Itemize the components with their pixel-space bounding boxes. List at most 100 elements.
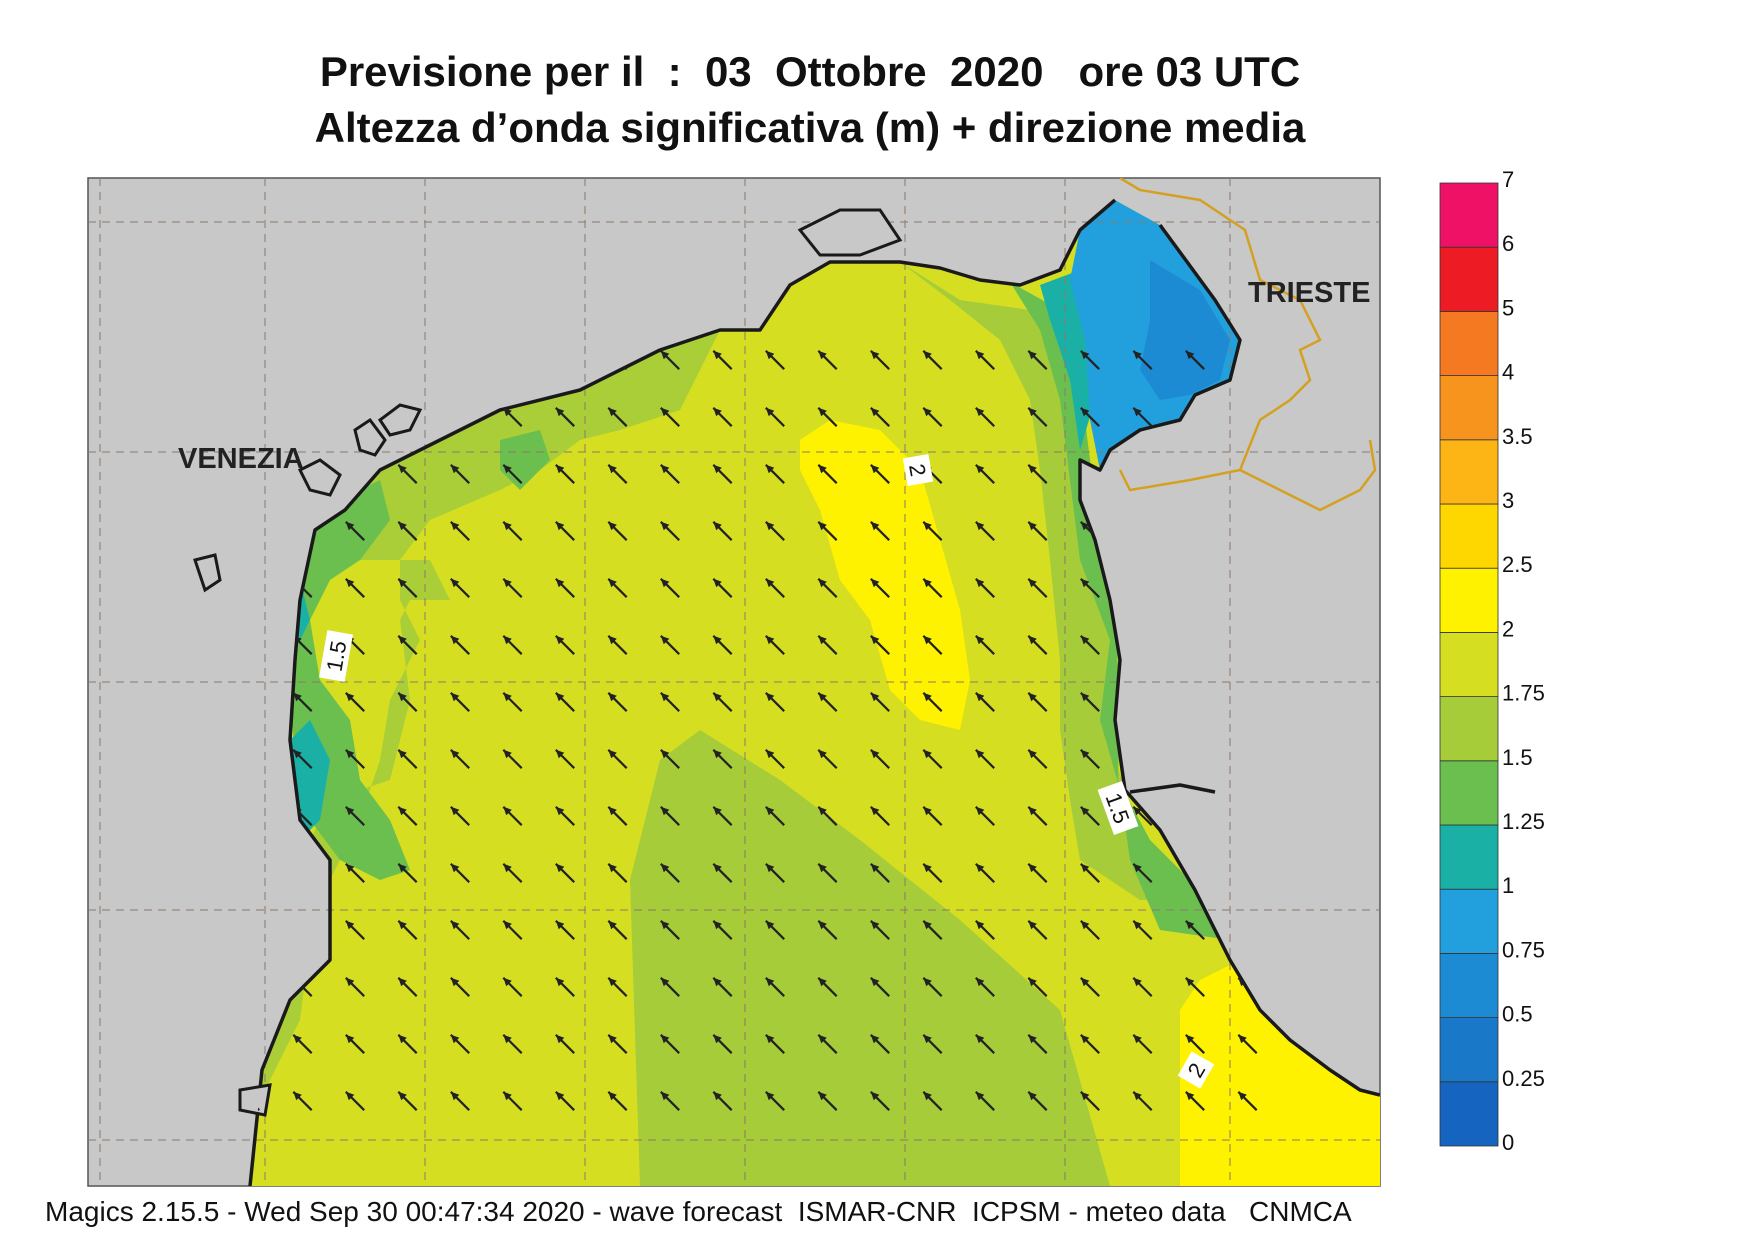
wave-direction-arrow xyxy=(397,1091,418,1111)
wave-direction-arrow xyxy=(870,692,890,712)
wave-direction-arrow xyxy=(397,692,418,712)
wave-direction-arrow xyxy=(765,578,785,598)
wave-direction-arrow xyxy=(660,749,680,769)
sea-field xyxy=(250,200,1380,1186)
wave-direction-arrow xyxy=(450,521,470,541)
legend-swatch xyxy=(1439,246,1499,312)
wave-direction-arrow xyxy=(1027,521,1048,541)
wave-direction-arrow xyxy=(660,692,680,712)
wave-direction-arrow xyxy=(712,806,733,826)
wave-direction-arrow xyxy=(975,1034,995,1054)
wave-direction-arrow xyxy=(1185,977,1205,997)
wave-direction-arrow xyxy=(660,635,680,655)
wave-direction-arrow xyxy=(975,521,995,541)
legend-tick-label: 0.5 xyxy=(1502,1002,1533,1027)
wave-direction-arrow xyxy=(922,806,943,826)
wave-direction-arrow xyxy=(555,1091,575,1111)
wave-direction-arrow xyxy=(975,806,995,826)
wave-direction-arrow xyxy=(1080,1034,1100,1054)
wave-direction-arrow xyxy=(765,635,785,655)
legend-swatch xyxy=(1439,632,1499,698)
wave-direction-arrow xyxy=(817,635,838,655)
legend-tick-label: 1.5 xyxy=(1502,745,1533,770)
wave-direction-arrow xyxy=(660,521,680,541)
wave-direction-arrow xyxy=(1080,407,1100,427)
wave-direction-arrow xyxy=(712,464,733,484)
wave-direction-arrow xyxy=(1080,635,1100,655)
contour-band-2-north xyxy=(800,420,970,730)
legend-swatch xyxy=(1439,439,1499,505)
wave-direction-arrow xyxy=(765,1034,785,1054)
wave-direction-arrow xyxy=(975,464,995,484)
wave-direction-arrow xyxy=(660,863,680,883)
wave-direction-arrow xyxy=(555,464,575,484)
wave-direction-arrow xyxy=(1132,1091,1153,1111)
wave-direction-arrow xyxy=(1027,692,1048,712)
wave-direction-arrow xyxy=(817,407,838,427)
wave-direction-arrow xyxy=(660,1091,680,1111)
wave-direction-arrow xyxy=(450,635,470,655)
legend-tick-label: 1.75 xyxy=(1502,681,1545,706)
wave-direction-arrow xyxy=(712,1034,733,1054)
wave-direction-arrow xyxy=(975,635,995,655)
wave-direction-arrow xyxy=(450,920,470,940)
wave-direction-arrow xyxy=(922,977,943,997)
wave-direction-arrow xyxy=(555,1034,575,1054)
wave-direction-arrow xyxy=(817,692,838,712)
wave-direction-arrow xyxy=(450,692,470,712)
color-legend: 0 0.25 0.5 0.75 1 1.25 1.5 1.75 2 2.5 3 3.5 4 5 6 7 xyxy=(1439,167,1545,1155)
wave-direction-arrow xyxy=(345,749,365,769)
wave-direction-arrow xyxy=(450,863,470,883)
wave-direction-arrow xyxy=(502,521,523,541)
wave-direction-arrow xyxy=(607,635,628,655)
wave-direction-arrow xyxy=(817,350,838,370)
wave-direction-arrow xyxy=(1080,977,1100,997)
wave-direction-arrow xyxy=(1132,977,1153,997)
wave-direction-arrow xyxy=(922,407,943,427)
wave-direction-arrow xyxy=(502,977,523,997)
legend-tick-label: 2 xyxy=(1502,616,1514,641)
graticule xyxy=(88,178,1380,1186)
wave-direction-arrow xyxy=(975,1091,995,1111)
wave-direction-arrow xyxy=(607,692,628,712)
wave-direction-arrow xyxy=(817,977,838,997)
contour-band-2-south xyxy=(1180,960,1380,1186)
wave-direction-arrow xyxy=(1027,350,1048,370)
city-label-trieste: TRIESTE xyxy=(1248,277,1370,309)
wave-direction-arrow xyxy=(1080,1091,1100,1111)
wave-direction-arrow xyxy=(607,1091,628,1111)
lagoon-islands xyxy=(193,208,903,1117)
wave-direction-arrow xyxy=(1080,578,1100,598)
wave-direction-arrow xyxy=(870,806,890,826)
legend-tick-label: 1.25 xyxy=(1502,809,1545,834)
wave-direction-arrow xyxy=(660,1034,680,1054)
wave-direction-arrow xyxy=(1027,920,1048,940)
wave-direction-arrow xyxy=(712,521,733,541)
wave-direction-arrow xyxy=(397,464,418,484)
contour-labels: 2 1.5 1.5 2 xyxy=(319,453,1215,1089)
wave-direction-arrow xyxy=(607,1034,628,1054)
legend-tick-label: 5 xyxy=(1502,295,1514,320)
wave-direction-arrow xyxy=(1132,407,1153,427)
title-line-2: Altezza d’onda significativa (m) + direz… xyxy=(314,104,1306,151)
wave-direction-arrow xyxy=(660,350,680,370)
wave-direction-arrow xyxy=(502,464,523,484)
wave-direction-arrow xyxy=(292,1091,313,1111)
legend-swatch xyxy=(1439,824,1499,890)
wave-direction-arrow xyxy=(450,806,470,826)
legend-tick-label: 2.5 xyxy=(1502,552,1533,577)
wave-direction-arrow xyxy=(975,692,995,712)
wave-direction-arrow xyxy=(975,407,995,427)
wave-direction-arrow xyxy=(607,407,628,427)
wave-direction-arrow xyxy=(1027,578,1048,598)
wave-direction-arrow xyxy=(922,578,943,598)
wave-direction-arrow xyxy=(712,920,733,940)
wave-direction-arrow xyxy=(397,1034,418,1054)
wave-direction-arrow xyxy=(712,407,733,427)
legend-tick-label: 3.5 xyxy=(1502,424,1533,449)
wave-direction-arrow xyxy=(397,749,418,769)
wave-direction-arrow xyxy=(502,749,523,769)
wave-direction-arrow xyxy=(345,692,365,712)
wave-direction-arrow xyxy=(1027,863,1048,883)
wave-direction-arrow xyxy=(870,578,890,598)
